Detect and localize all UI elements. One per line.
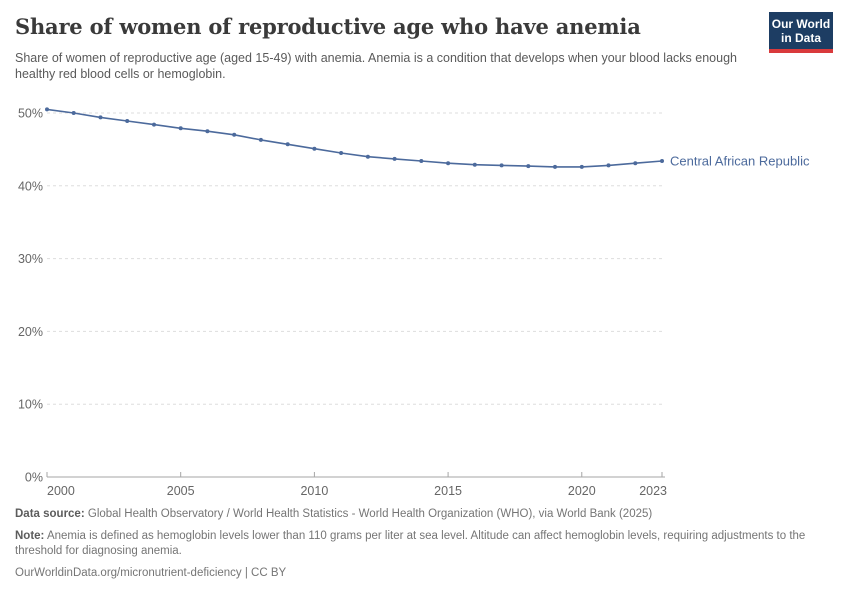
x-axis-tick-label: 2010 [300,484,328,498]
trend-line [46,108,663,168]
data-point[interactable] [178,126,183,131]
data-point[interactable] [392,156,397,161]
series-label: Central African Republic [670,154,810,169]
data-point[interactable] [98,115,103,120]
x-axis-tick-label: 2015 [434,484,462,498]
x-axis-tick-label: 2000 [47,484,75,498]
note-line: Note: Anemia is defined as hemoglobin le… [15,529,823,560]
page-title: Share of women of reproductive age who h… [15,14,641,39]
x-axis-tick-label: 2020 [568,484,596,498]
data-point[interactable] [553,164,557,169]
x-axis-tick-label: 2005 [167,484,195,498]
logo-line1: Our World [771,16,831,31]
data-point[interactable] [579,164,584,169]
data-point[interactable] [45,107,49,112]
data-point[interactable] [446,161,451,166]
data-point[interactable] [365,154,370,159]
data-point[interactable] [499,163,504,168]
data-point[interactable] [419,159,424,163]
data-point[interactable] [285,142,290,147]
y-axis-tick-label: 50% [18,107,43,121]
data-point[interactable] [472,162,477,167]
data-point[interactable] [606,163,611,168]
chart-footer: Data source: Global Health Observatory /… [15,507,823,587]
x-axis-tick-label: 2023 [639,484,667,498]
attribution-line: OurWorldinData.org/micronutrient-deficie… [15,566,823,582]
line-chart-canvas: 0% 10% 20% 30% 40% 50% 2000 2005 2010 2015 2020 202… [18,107,810,499]
note-label: Note: [15,529,45,542]
y-axis-tick-label: 40% [18,179,43,193]
data-point[interactable] [258,137,263,142]
note-text: Anemia is defined as hemoglobin levels l… [15,529,806,558]
owid-url-link[interactable]: OurWorldinData.org/micronutrient-deficie… [15,566,287,579]
data-point[interactable] [526,164,531,169]
data-point[interactable] [339,151,344,155]
data-source-line: Data source: Global Health Observatory /… [15,507,823,523]
data-point[interactable] [660,159,664,163]
owid-logo: Our World in Data [769,12,833,53]
chart-subtitle: Share of women of reproductive age (aged… [15,51,737,81]
data-source-text: Global Health Observatory / World Health… [87,508,653,520]
y-axis-tick-label: 10% [18,398,43,412]
data-point[interactable] [71,111,76,115]
data-point[interactable] [312,146,317,151]
data-point[interactable] [125,119,130,123]
y-axis-tick-label: 0% [25,471,43,485]
data-source-label: Data source: [15,508,85,520]
y-axis-tick-label: 20% [18,325,43,339]
data-point[interactable] [205,129,210,134]
logo-line2: in Data [780,30,821,45]
y-axis-tick-label: 30% [18,252,43,266]
data-point[interactable] [152,122,156,127]
data-point[interactable] [232,132,237,137]
data-point[interactable] [633,161,638,166]
